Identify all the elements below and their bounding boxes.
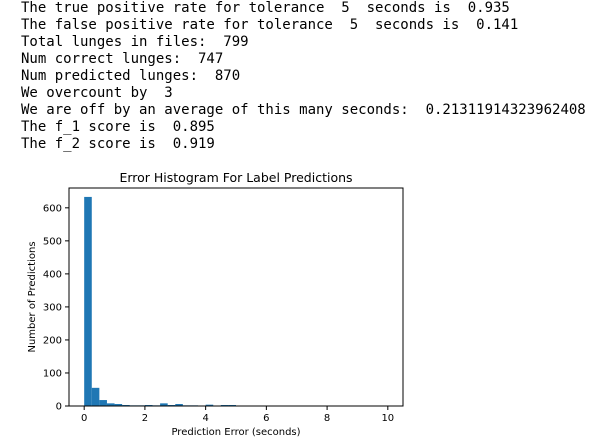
histogram-bars xyxy=(84,196,388,406)
y-tick-label: 600 xyxy=(43,203,62,214)
histogram-bar xyxy=(160,403,168,406)
y-tick-label: 300 xyxy=(43,302,62,313)
histogram-bar xyxy=(205,404,214,406)
y-tick-label: 200 xyxy=(43,335,62,346)
console-output: The true positive rate for tolerance 5 s… xyxy=(21,0,586,153)
y-axis-ticks: 0 100 200 300 400 500 600 xyxy=(43,203,69,413)
histogram-bar xyxy=(114,404,123,406)
histogram-bar xyxy=(99,400,107,406)
output-line: Total lunges in files: 799 xyxy=(21,34,249,50)
output-line: Num correct lunges: 747 xyxy=(21,51,224,67)
y-axis-label: Number of Predictions xyxy=(27,241,38,352)
output-line: The true positive rate for tolerance 5 s… xyxy=(21,0,510,16)
x-tick-label: 6 xyxy=(263,413,269,424)
histogram-bar xyxy=(91,387,100,406)
output-line: We are off by an average of this many se… xyxy=(21,102,586,118)
y-tick-label: 500 xyxy=(43,236,62,247)
x-tick-label: 4 xyxy=(202,413,208,424)
chart-title: Error Histogram For Label Predictions xyxy=(119,170,352,185)
plot-frame xyxy=(68,187,404,407)
y-tick-label: 100 xyxy=(43,368,62,379)
x-axis-ticks: 0 2 4 6 8 10 xyxy=(81,406,394,424)
x-tick-label: 0 xyxy=(81,413,87,424)
x-axis-label: Prediction Error (seconds) xyxy=(171,427,300,438)
output-line: We overcount by 3 xyxy=(21,85,173,101)
output-line: Num predicted lunges: 870 xyxy=(21,68,241,84)
x-tick-label: 2 xyxy=(142,413,148,424)
histogram-bar xyxy=(106,403,115,406)
x-tick-label: 8 xyxy=(324,413,330,424)
output-line: The f_2 score is 0.919 xyxy=(21,136,215,152)
output-line: The false positive rate for tolerance 5 … xyxy=(21,17,519,33)
output-line: The f_1 score is 0.895 xyxy=(21,119,215,135)
x-tick-label: 10 xyxy=(381,413,394,424)
histogram-bar xyxy=(175,404,183,406)
y-tick-label: 400 xyxy=(43,269,62,280)
histogram-bar xyxy=(84,196,92,406)
y-tick-label: 0 xyxy=(56,402,62,413)
